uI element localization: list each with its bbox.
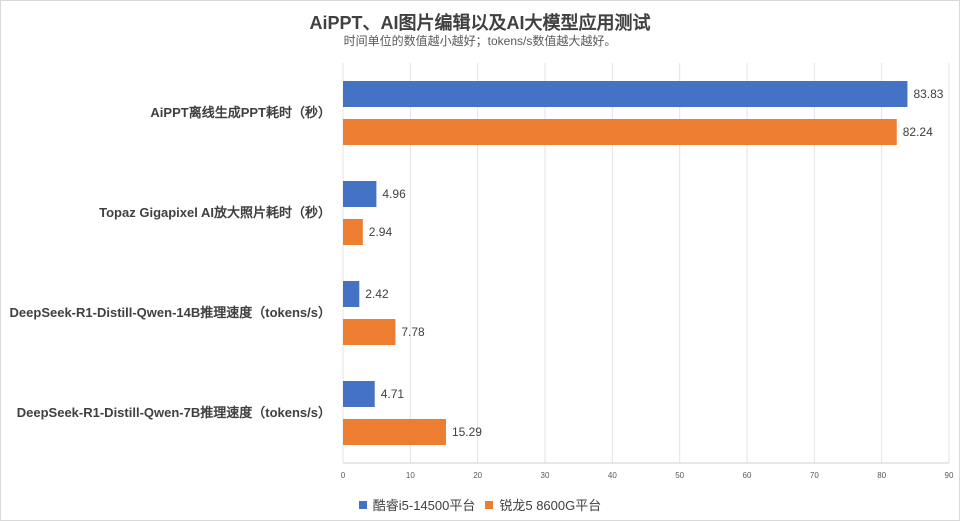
data-label: 82.24 [903,125,933,139]
legend-swatch-series-1 [358,500,367,509]
x-tick-label: 20 [473,471,482,480]
category-label: AiPPT离线生成PPT耗时（秒） [150,105,331,120]
data-label: 2.94 [369,225,393,239]
chart-subtitle: 时间单位的数值越小越好；tokens/s数值越大越好。 [343,34,617,48]
legend-label-series-2: 锐龙5 8600G平台 [499,498,602,513]
bar-series-2 [343,319,396,345]
bar-series-1 [343,81,908,107]
data-label: 15.29 [452,425,482,439]
data-label: 83.83 [913,87,943,101]
x-tick-label: 0 [341,471,346,480]
x-tick-label: 10 [406,471,415,480]
labels: AiPPT离线生成PPT耗时（秒） 83.83 82.24 Topaz Gigapix… [10,87,944,439]
bar-series-2 [343,219,363,245]
x-tick-label: 30 [541,471,550,480]
x-tick-label: 70 [810,471,819,480]
category-label: DeepSeek-R1-Distill-Qwen-7B推理速度（tokens/s… [17,405,331,420]
x-tick-label: 60 [743,471,752,480]
legend-item-series-2: 锐龙5 8600G平台 [485,495,601,514]
bar-series-1 [343,381,375,407]
legend: 酷睿i5-14500平台 锐龙5 8600G平台 [1,495,959,514]
bar-series-2 [343,119,897,145]
x-tick-label: 90 [945,471,954,480]
category-label: DeepSeek-R1-Distill-Qwen-14B推理速度（tokens/… [10,305,331,320]
x-tick-label: 80 [877,471,886,480]
x-axis: 0 10 20 30 40 50 60 70 80 90 [341,462,954,480]
data-label: 2.42 [365,287,389,301]
legend-item-series-1: 酷睿i5-14500平台 [358,495,476,514]
legend-label-series-1: 酷睿i5-14500平台 [372,498,476,513]
legend-swatch-series-2 [485,500,494,509]
x-tick-label: 50 [675,471,684,480]
bar-series-1 [343,281,360,307]
bar-series-1 [343,181,377,207]
bar-series-2 [343,419,446,445]
data-label: 4.96 [382,187,406,201]
bars [343,81,908,445]
data-label: 7.78 [401,325,425,339]
data-label: 4.71 [381,387,405,401]
category-label: Topaz Gigapixel AI放大照片耗时（秒） [99,205,331,220]
x-tick-label: 40 [608,471,617,480]
chart-title: AiPPT、AI图片编辑以及AI大模型应用测试 [309,13,651,33]
